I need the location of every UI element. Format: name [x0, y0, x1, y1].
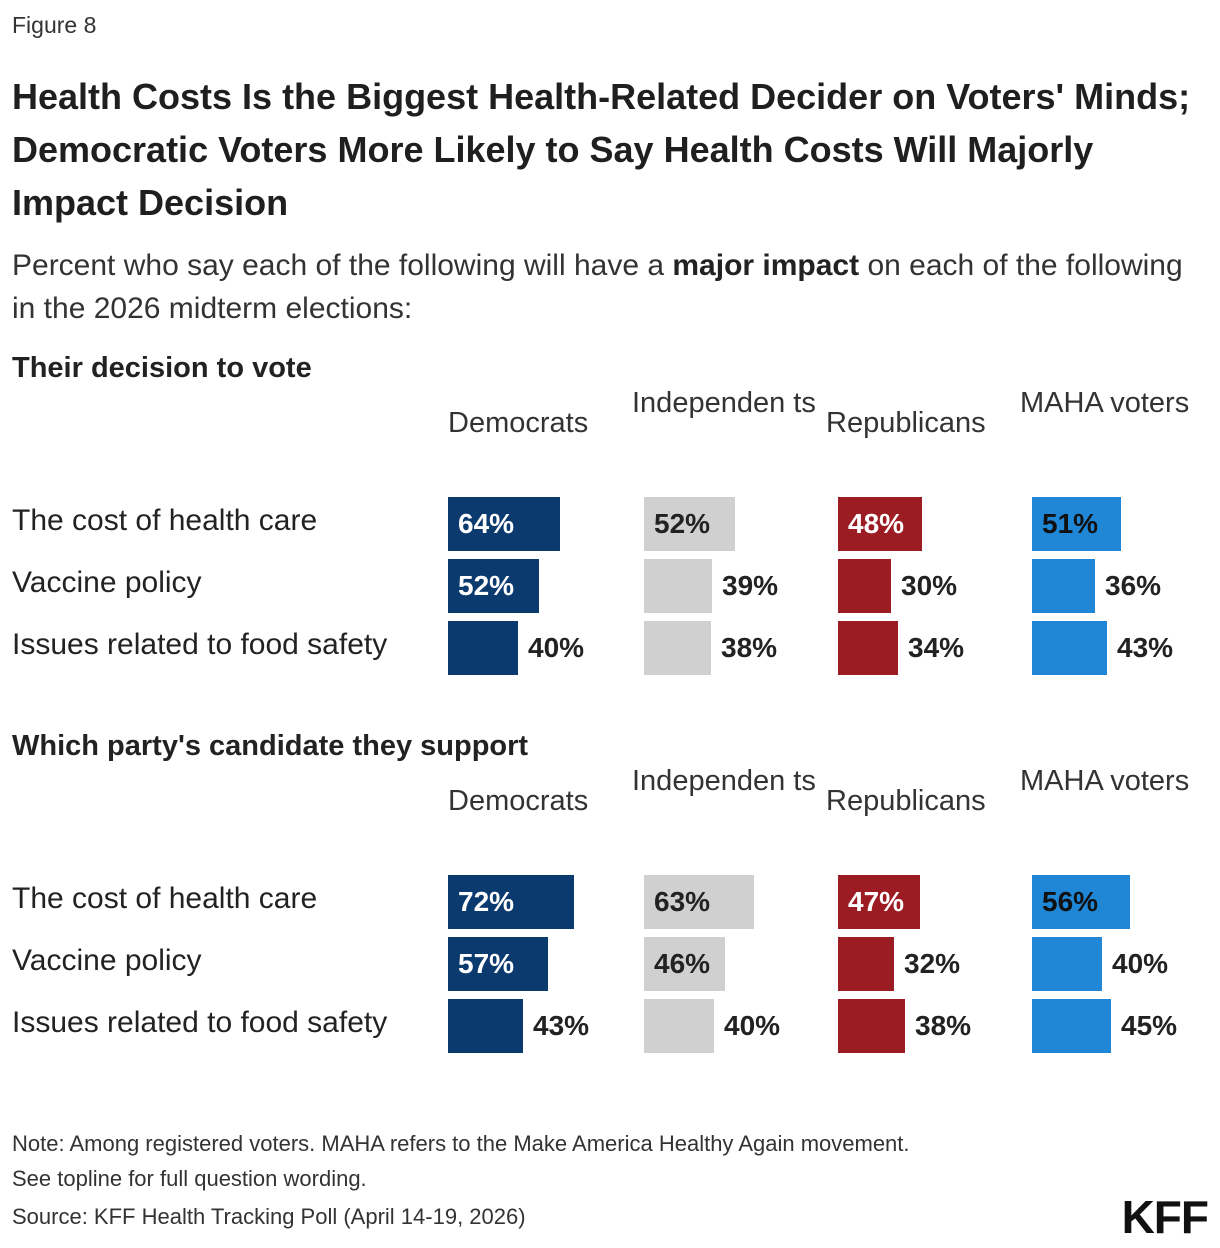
- data-label: 52%: [654, 508, 711, 539]
- bar: [1032, 875, 1130, 929]
- data-label: 40%: [724, 1010, 781, 1041]
- bar: [644, 497, 735, 551]
- panel-title: Their decision to vote: [12, 352, 312, 384]
- bar: [448, 999, 523, 1053]
- bar: [838, 559, 891, 613]
- bar: [644, 559, 712, 613]
- bar: [838, 937, 894, 991]
- bar: [644, 621, 711, 675]
- data-label: 38%: [721, 632, 778, 663]
- column-header: Republicans: [826, 785, 986, 817]
- data-label: 39%: [722, 570, 779, 601]
- data-label: 51%: [1042, 508, 1099, 539]
- data-label: 48%: [848, 508, 905, 539]
- data-label: 47%: [848, 886, 905, 917]
- data-label: 64%: [458, 508, 515, 539]
- note-line-1: Note: Among registered voters. MAHA refe…: [12, 1131, 910, 1156]
- data-label: 40%: [528, 632, 585, 663]
- data-label: 32%: [904, 948, 961, 979]
- column-header: MAHA voters: [1020, 765, 1190, 797]
- bar: [1032, 559, 1095, 613]
- row-label: The cost of health care: [12, 504, 318, 537]
- data-label: 52%: [458, 570, 515, 601]
- bar: [838, 497, 922, 551]
- bar: [838, 875, 920, 929]
- data-label: 40%: [1112, 948, 1169, 979]
- data-label: 56%: [1042, 886, 1099, 917]
- chart-title: Health Costs Is the Biggest Health-Relat…: [12, 76, 1191, 223]
- bar: [644, 999, 714, 1053]
- data-label: 63%: [654, 886, 711, 917]
- data-label: 36%: [1105, 570, 1162, 601]
- column-header: Republicans: [826, 407, 986, 439]
- data-label: 72%: [458, 886, 515, 917]
- data-label: 45%: [1121, 1010, 1178, 1041]
- column-header: Independen ts: [632, 387, 816, 419]
- data-label: 43%: [1117, 632, 1174, 663]
- panel-party-candidate: Which party's candidate they support Dem…: [0, 730, 1220, 1060]
- bar: [448, 621, 518, 675]
- row-label: Issues related to food safety: [12, 1006, 388, 1039]
- data-label: 30%: [901, 570, 958, 601]
- row-label: Vaccine policy: [12, 566, 202, 599]
- data-label: 34%: [908, 632, 965, 663]
- kff-logo: KFF: [1121, 1191, 1209, 1243]
- bar: [448, 497, 560, 551]
- column-header: Democrats: [448, 407, 589, 439]
- panel-title: Which party's candidate they support: [12, 730, 529, 762]
- row-label: The cost of health care: [12, 882, 318, 915]
- data-label: 43%: [533, 1010, 590, 1041]
- subtitle-part-2: on each of the following in the 2026 mid…: [12, 249, 1183, 325]
- bar: [1032, 497, 1121, 551]
- note-line-2: See topline for full question wording.: [12, 1166, 367, 1191]
- bar: [838, 621, 898, 675]
- row-label: Vaccine policy: [12, 944, 202, 977]
- bar: [448, 937, 548, 991]
- subtitle-part-1: Percent who say each of the following wi…: [12, 249, 673, 282]
- figure-label: Figure 8: [12, 12, 97, 38]
- data-label: 57%: [458, 948, 515, 979]
- column-header: Democrats: [448, 785, 589, 817]
- chart-subtitle: Percent who say each of the following wi…: [12, 244, 1207, 330]
- source: Source: KFF Health Tracking Poll (April …: [12, 1204, 526, 1229]
- panel-decision-to-vote: Their decision to vote Democrats Independ…: [0, 352, 1220, 682]
- bar: [448, 559, 539, 613]
- bar: [644, 937, 725, 991]
- column-header: Independen ts: [632, 765, 816, 797]
- bar: [1032, 621, 1107, 675]
- bar: [644, 875, 754, 929]
- row-label: Issues related to food safety: [12, 628, 388, 661]
- bar: [448, 875, 574, 929]
- column-header: MAHA voters: [1020, 387, 1190, 419]
- bar: [838, 999, 905, 1053]
- subtitle-bold: major impact: [672, 249, 860, 282]
- bar: [1032, 999, 1111, 1053]
- note: Note: Among registered voters. MAHA refe…: [12, 1126, 1112, 1196]
- data-label: 46%: [654, 948, 711, 979]
- data-label: 38%: [915, 1010, 972, 1041]
- bar: [1032, 937, 1102, 991]
